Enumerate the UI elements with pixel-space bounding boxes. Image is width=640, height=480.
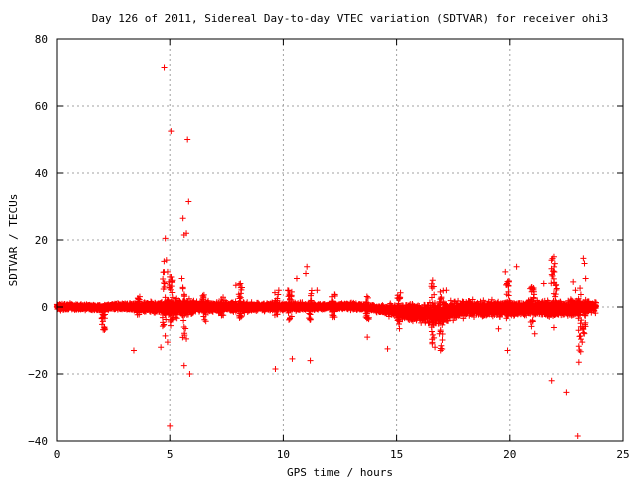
data-points bbox=[53, 64, 599, 439]
chart-title: Day 126 of 2011, Sidereal Day-to-day VTE… bbox=[92, 12, 609, 25]
